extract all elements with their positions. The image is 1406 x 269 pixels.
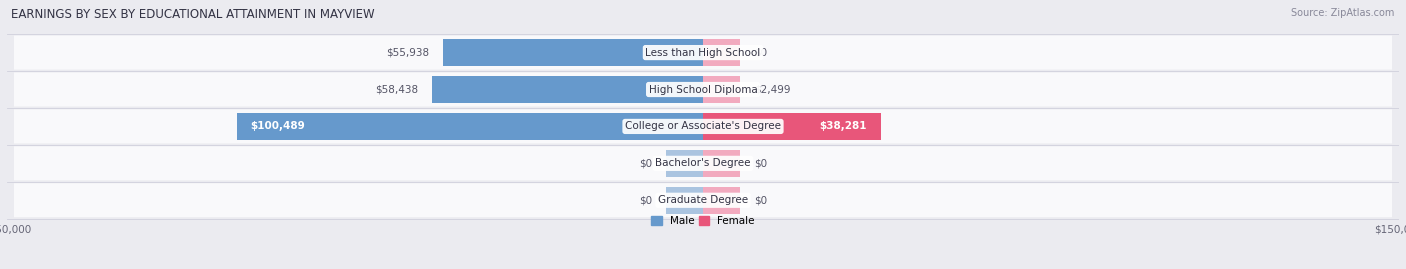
Text: College or Associate's Degree: College or Associate's Degree: [626, 121, 780, 132]
Text: $0: $0: [754, 48, 768, 58]
Bar: [703, 39, 740, 66]
Bar: [703, 76, 740, 103]
Text: $0: $0: [638, 158, 652, 168]
Bar: [236, 113, 703, 140]
Bar: [703, 187, 740, 214]
Text: Graduate Degree: Graduate Degree: [658, 195, 748, 205]
Bar: [666, 187, 703, 214]
Bar: [703, 150, 740, 177]
Text: EARNINGS BY SEX BY EDUCATIONAL ATTAINMENT IN MAYVIEW: EARNINGS BY SEX BY EDUCATIONAL ATTAINMEN…: [11, 8, 375, 21]
Text: $0: $0: [754, 158, 768, 168]
FancyBboxPatch shape: [14, 73, 1392, 107]
Text: $2,499: $2,499: [754, 84, 790, 94]
Text: $58,438: $58,438: [375, 84, 418, 94]
Bar: [666, 150, 703, 177]
Text: $55,938: $55,938: [387, 48, 430, 58]
FancyBboxPatch shape: [14, 109, 1392, 143]
FancyBboxPatch shape: [14, 146, 1392, 180]
Bar: [703, 113, 880, 140]
Text: Source: ZipAtlas.com: Source: ZipAtlas.com: [1291, 8, 1395, 18]
Text: $0: $0: [754, 195, 768, 205]
Text: Bachelor's Degree: Bachelor's Degree: [655, 158, 751, 168]
Text: High School Diploma: High School Diploma: [648, 84, 758, 94]
Text: $38,281: $38,281: [820, 121, 866, 132]
Text: Less than High School: Less than High School: [645, 48, 761, 58]
Text: $100,489: $100,489: [250, 121, 305, 132]
FancyBboxPatch shape: [14, 183, 1392, 217]
Bar: [432, 76, 703, 103]
Legend: Male, Female: Male, Female: [647, 212, 759, 231]
Bar: [443, 39, 703, 66]
Text: $0: $0: [638, 195, 652, 205]
FancyBboxPatch shape: [14, 36, 1392, 70]
